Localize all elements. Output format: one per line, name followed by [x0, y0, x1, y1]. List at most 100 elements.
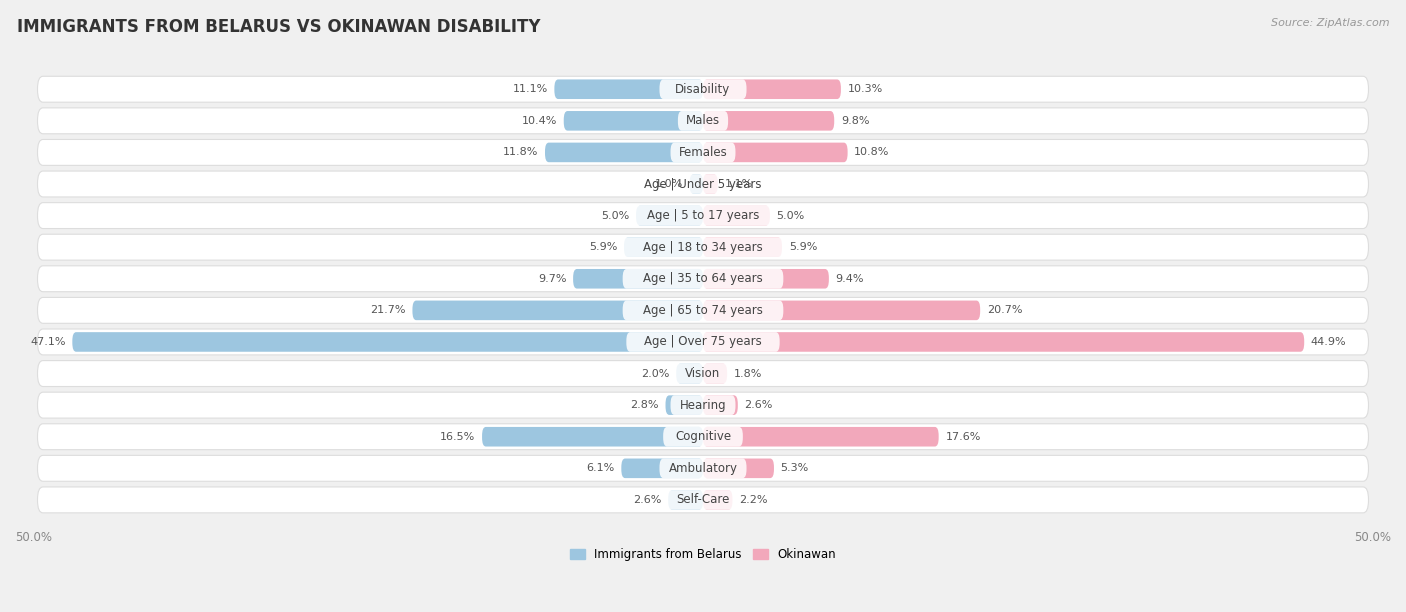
- FancyBboxPatch shape: [38, 108, 1368, 134]
- Text: 5.3%: 5.3%: [780, 463, 808, 473]
- Text: 6.1%: 6.1%: [586, 463, 614, 473]
- FancyBboxPatch shape: [38, 329, 1368, 355]
- FancyBboxPatch shape: [703, 458, 773, 478]
- FancyBboxPatch shape: [38, 455, 1368, 481]
- Text: Vision: Vision: [685, 367, 721, 380]
- FancyBboxPatch shape: [623, 269, 783, 289]
- FancyBboxPatch shape: [38, 297, 1368, 323]
- FancyBboxPatch shape: [626, 332, 780, 352]
- Text: 9.4%: 9.4%: [835, 274, 865, 284]
- Text: 5.0%: 5.0%: [776, 211, 804, 220]
- Text: 20.7%: 20.7%: [987, 305, 1022, 315]
- FancyBboxPatch shape: [636, 206, 703, 225]
- Legend: Immigrants from Belarus, Okinawan: Immigrants from Belarus, Okinawan: [565, 543, 841, 565]
- FancyBboxPatch shape: [703, 111, 834, 130]
- FancyBboxPatch shape: [703, 206, 770, 225]
- Text: 2.0%: 2.0%: [641, 368, 669, 379]
- Text: Females: Females: [679, 146, 727, 159]
- FancyBboxPatch shape: [38, 171, 1368, 197]
- Text: Source: ZipAtlas.com: Source: ZipAtlas.com: [1271, 18, 1389, 28]
- Text: 5.9%: 5.9%: [789, 242, 817, 252]
- FancyBboxPatch shape: [659, 458, 747, 478]
- Text: Age | Under 5 years: Age | Under 5 years: [644, 177, 762, 190]
- FancyBboxPatch shape: [38, 140, 1368, 165]
- FancyBboxPatch shape: [703, 237, 782, 257]
- FancyBboxPatch shape: [703, 490, 733, 510]
- FancyBboxPatch shape: [671, 395, 735, 415]
- FancyBboxPatch shape: [664, 427, 742, 447]
- FancyBboxPatch shape: [703, 80, 841, 99]
- Text: 2.2%: 2.2%: [740, 495, 768, 505]
- Text: 10.4%: 10.4%: [522, 116, 557, 126]
- FancyBboxPatch shape: [38, 392, 1368, 418]
- Text: Age | 65 to 74 years: Age | 65 to 74 years: [643, 304, 763, 317]
- Text: 5.9%: 5.9%: [589, 242, 617, 252]
- FancyBboxPatch shape: [626, 206, 780, 225]
- FancyBboxPatch shape: [38, 234, 1368, 260]
- FancyBboxPatch shape: [624, 237, 703, 257]
- Text: 9.8%: 9.8%: [841, 116, 869, 126]
- Text: 16.5%: 16.5%: [440, 431, 475, 442]
- FancyBboxPatch shape: [703, 174, 717, 194]
- Text: 1.8%: 1.8%: [734, 368, 762, 379]
- Text: 2.8%: 2.8%: [630, 400, 659, 410]
- FancyBboxPatch shape: [703, 269, 830, 289]
- FancyBboxPatch shape: [621, 458, 703, 478]
- Text: 11.8%: 11.8%: [503, 147, 538, 157]
- FancyBboxPatch shape: [675, 364, 731, 383]
- Text: 44.9%: 44.9%: [1310, 337, 1347, 347]
- FancyBboxPatch shape: [626, 174, 780, 194]
- Text: Cognitive: Cognitive: [675, 430, 731, 443]
- FancyBboxPatch shape: [574, 269, 703, 289]
- FancyBboxPatch shape: [623, 237, 783, 257]
- FancyBboxPatch shape: [554, 80, 703, 99]
- FancyBboxPatch shape: [564, 111, 703, 130]
- Text: 2.6%: 2.6%: [633, 495, 661, 505]
- Text: Age | 5 to 17 years: Age | 5 to 17 years: [647, 209, 759, 222]
- FancyBboxPatch shape: [671, 143, 735, 162]
- FancyBboxPatch shape: [665, 395, 703, 415]
- Text: Age | 18 to 34 years: Age | 18 to 34 years: [643, 241, 763, 254]
- Text: 47.1%: 47.1%: [30, 337, 66, 347]
- FancyBboxPatch shape: [38, 487, 1368, 513]
- FancyBboxPatch shape: [623, 300, 783, 320]
- Text: Ambulatory: Ambulatory: [668, 462, 738, 475]
- Text: 9.7%: 9.7%: [538, 274, 567, 284]
- Text: Males: Males: [686, 114, 720, 127]
- FancyBboxPatch shape: [664, 490, 742, 510]
- FancyBboxPatch shape: [482, 427, 703, 447]
- Text: Self-Care: Self-Care: [676, 493, 730, 506]
- FancyBboxPatch shape: [703, 364, 727, 383]
- FancyBboxPatch shape: [72, 332, 703, 352]
- FancyBboxPatch shape: [659, 80, 747, 99]
- FancyBboxPatch shape: [676, 364, 703, 383]
- FancyBboxPatch shape: [703, 143, 848, 162]
- FancyBboxPatch shape: [703, 332, 1305, 352]
- FancyBboxPatch shape: [412, 300, 703, 320]
- Text: 21.7%: 21.7%: [370, 305, 406, 315]
- FancyBboxPatch shape: [38, 424, 1368, 450]
- FancyBboxPatch shape: [668, 490, 703, 510]
- FancyBboxPatch shape: [703, 427, 939, 447]
- FancyBboxPatch shape: [38, 76, 1368, 102]
- Text: 10.3%: 10.3%: [848, 84, 883, 94]
- Text: Age | Over 75 years: Age | Over 75 years: [644, 335, 762, 348]
- Text: Hearing: Hearing: [679, 398, 727, 412]
- Text: 1.1%: 1.1%: [724, 179, 752, 189]
- FancyBboxPatch shape: [38, 360, 1368, 387]
- Text: 1.0%: 1.0%: [655, 179, 683, 189]
- Text: Age | 35 to 64 years: Age | 35 to 64 years: [643, 272, 763, 285]
- FancyBboxPatch shape: [689, 174, 703, 194]
- Text: Disability: Disability: [675, 83, 731, 95]
- Text: 10.8%: 10.8%: [855, 147, 890, 157]
- FancyBboxPatch shape: [703, 395, 738, 415]
- FancyBboxPatch shape: [703, 300, 980, 320]
- Text: 5.0%: 5.0%: [602, 211, 630, 220]
- FancyBboxPatch shape: [546, 143, 703, 162]
- FancyBboxPatch shape: [678, 111, 728, 130]
- FancyBboxPatch shape: [38, 266, 1368, 292]
- Text: IMMIGRANTS FROM BELARUS VS OKINAWAN DISABILITY: IMMIGRANTS FROM BELARUS VS OKINAWAN DISA…: [17, 18, 540, 36]
- Text: 11.1%: 11.1%: [512, 84, 548, 94]
- Text: 17.6%: 17.6%: [945, 431, 981, 442]
- FancyBboxPatch shape: [38, 203, 1368, 228]
